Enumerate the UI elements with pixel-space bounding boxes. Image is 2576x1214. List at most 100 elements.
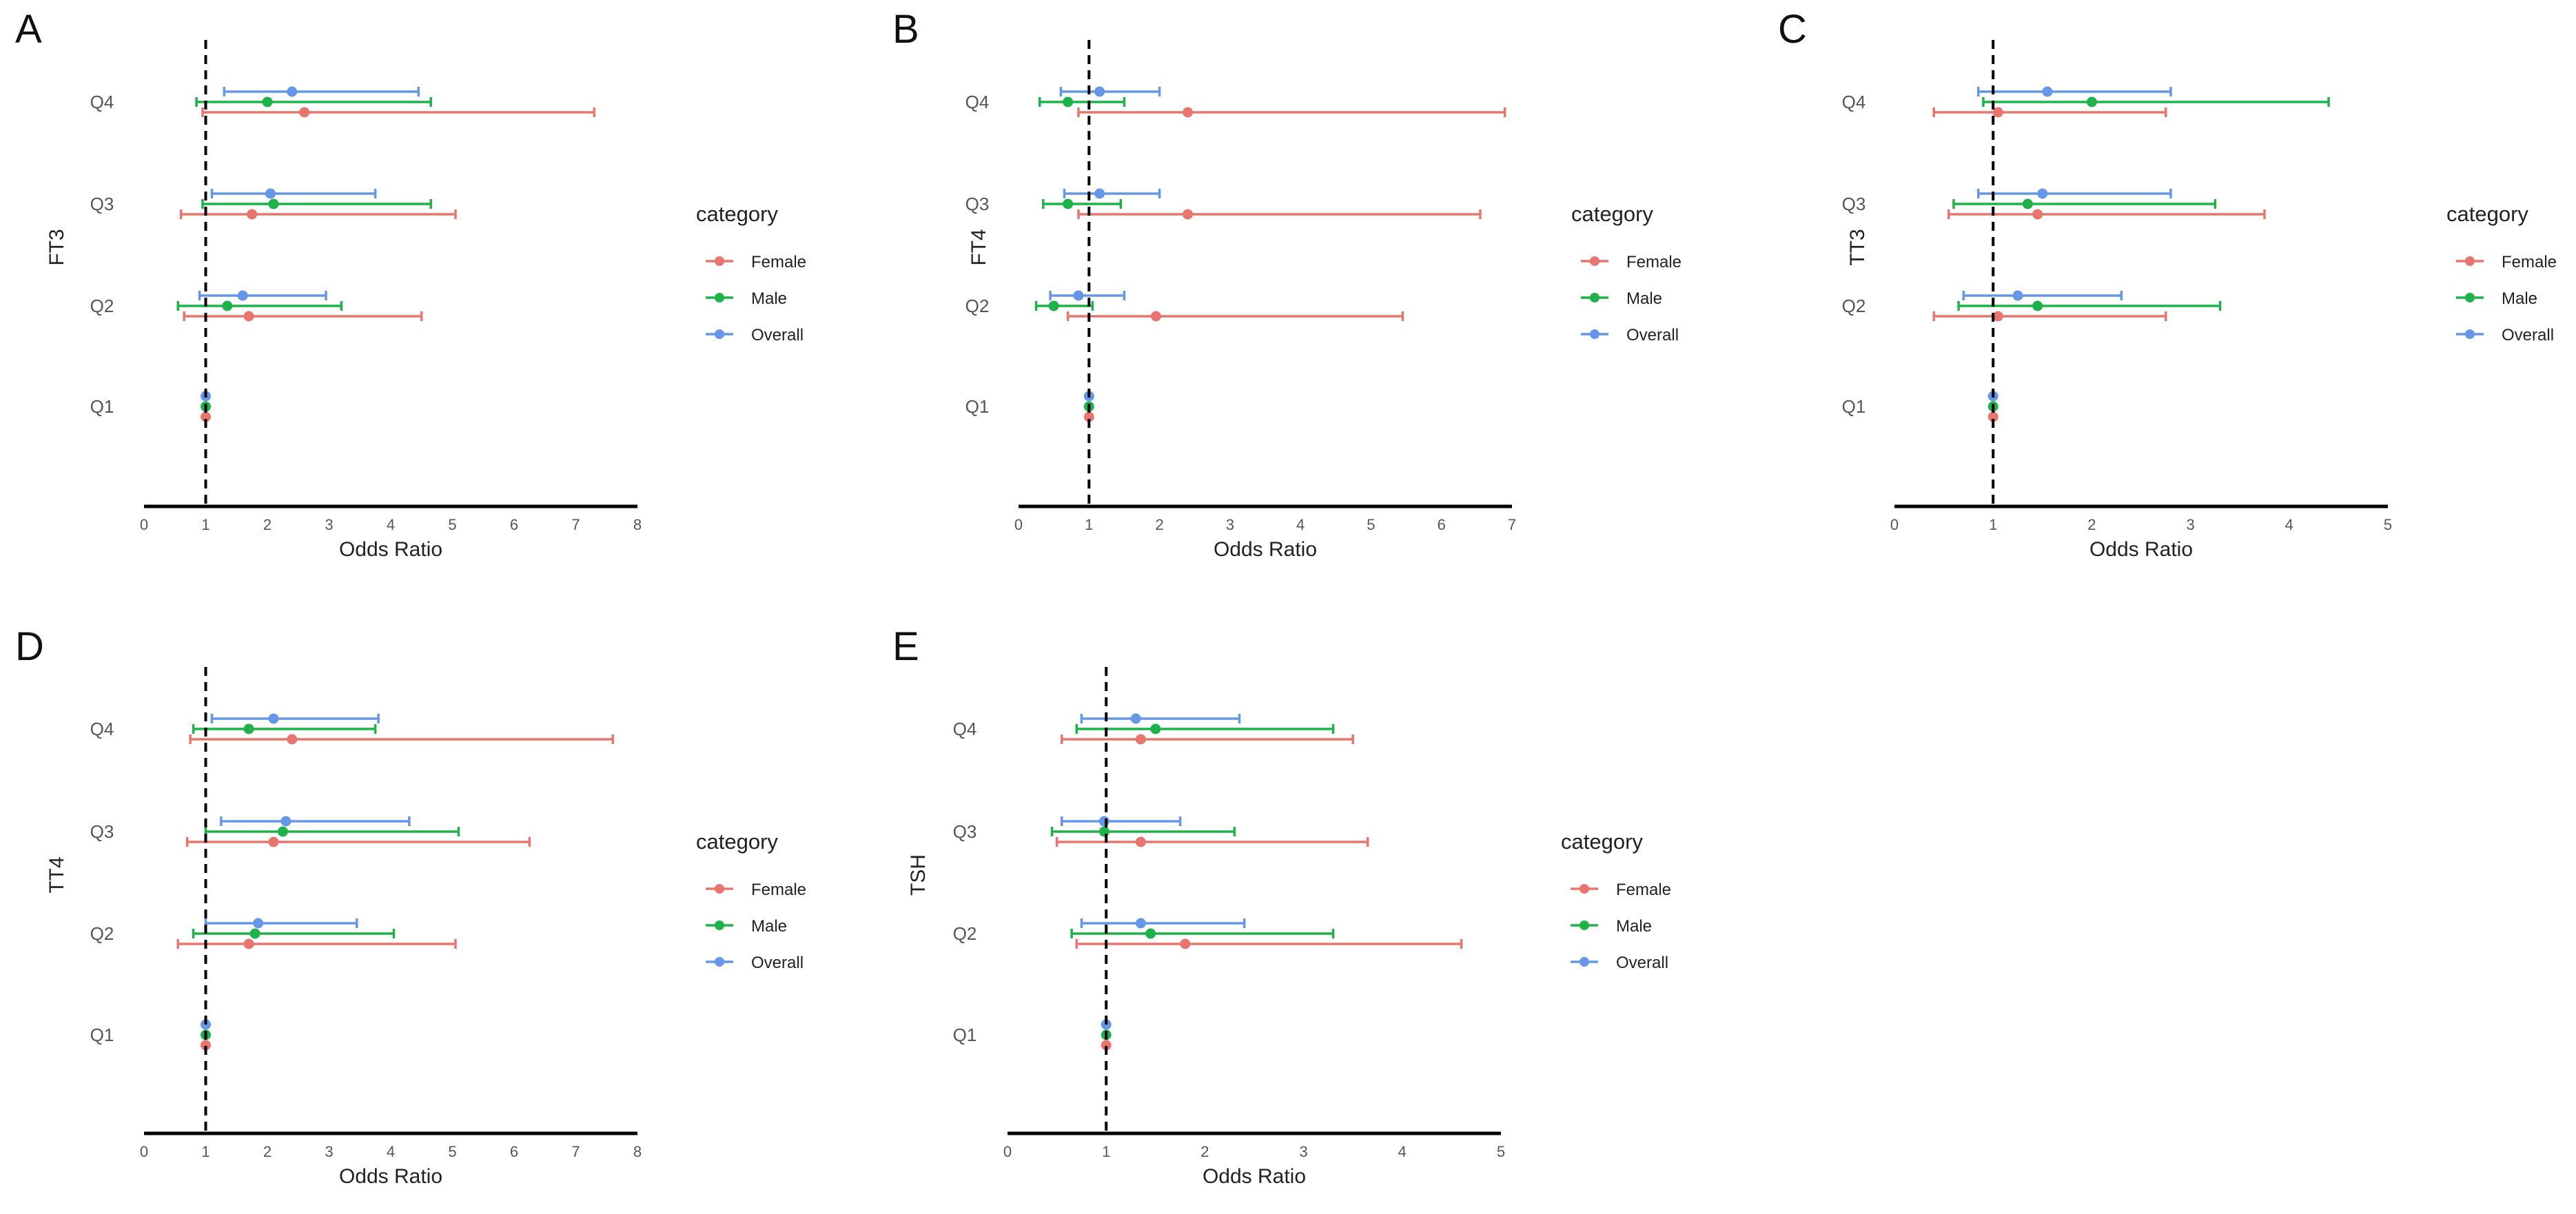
y-tick-label-q4: Q4 xyxy=(1842,92,1866,112)
point-overall-q4 xyxy=(287,86,298,97)
legend-title: category xyxy=(696,830,778,854)
y-tick-label-q3: Q3 xyxy=(1842,194,1866,214)
x-tick-label: 4 xyxy=(2285,516,2293,533)
legend-title: category xyxy=(1571,202,1653,226)
legend-key-female xyxy=(715,256,724,266)
point-female-q3 xyxy=(247,209,258,220)
point-overall-q2 xyxy=(237,290,248,301)
panel-label: A xyxy=(15,7,42,52)
point-male-q2 xyxy=(1145,928,1156,939)
y-tick-label-q2: Q2 xyxy=(1842,296,1866,316)
point-female-q2 xyxy=(1150,311,1161,322)
legend-key-female xyxy=(1580,884,1589,894)
point-overall-q3 xyxy=(280,816,292,827)
panel-label: B xyxy=(892,7,919,52)
point-female-q1 xyxy=(1083,411,1094,422)
legend: category Female Male Overall xyxy=(1571,202,1681,344)
point-male-q3 xyxy=(1098,826,1110,837)
x-tick-label: 7 xyxy=(571,516,580,533)
point-male-q3 xyxy=(268,198,279,209)
legend-label-overall: Overall xyxy=(751,326,804,344)
x-tick-label: 4 xyxy=(387,1143,395,1160)
point-male-q3 xyxy=(2022,198,2033,209)
y-tick-label-q2: Q2 xyxy=(90,923,114,944)
x-axis-title: Odds Ratio xyxy=(2089,538,2193,561)
x-tick-label: 4 xyxy=(1398,1143,1407,1160)
legend: category Female Male Overall xyxy=(696,202,806,344)
point-female-q2 xyxy=(243,938,254,949)
x-tick-label: 8 xyxy=(633,516,642,533)
y-tick-label-q3: Q3 xyxy=(953,821,977,842)
legend-label-male: Male xyxy=(751,289,787,308)
x-tick-label: 4 xyxy=(387,516,395,533)
x-tick-label: 4 xyxy=(1296,516,1305,533)
point-male-q2 xyxy=(2032,300,2043,311)
x-tick-label: 5 xyxy=(448,516,456,533)
legend-label-overall: Overall xyxy=(751,954,804,972)
point-male-q4 xyxy=(243,723,254,734)
x-axis-title: Odds Ratio xyxy=(339,1165,442,1188)
legend-key-male xyxy=(715,293,724,302)
legend-label-overall: Overall xyxy=(2502,326,2554,344)
x-tick-label: 6 xyxy=(1438,516,1446,533)
y-axis-title: FT3 xyxy=(45,229,68,265)
y-tick-label-q1: Q1 xyxy=(965,396,990,417)
point-female-q4 xyxy=(1182,107,1193,118)
y-axis-title: FT4 xyxy=(968,229,990,265)
x-tick-label: 1 xyxy=(1085,516,1093,533)
y-tick-label-q2: Q2 xyxy=(90,296,114,316)
point-male-q2 xyxy=(249,928,260,939)
x-tick-label: 1 xyxy=(201,516,209,533)
y-tick-label-q1: Q1 xyxy=(90,1025,114,1045)
point-male-q3 xyxy=(1063,198,1074,209)
legend-label-male: Male xyxy=(1616,917,1652,936)
legend-label-female: Female xyxy=(2502,253,2557,271)
point-female-q3 xyxy=(268,836,279,847)
legend-key-female xyxy=(715,884,724,894)
x-tick-label: 5 xyxy=(1367,516,1375,533)
point-female-q4 xyxy=(299,107,310,118)
legend: category Female Male Overall xyxy=(1561,830,1671,972)
panel-c: C 0 1 2 3 4 5 Odds Ratio TT3 Q1 Q2 Q3 Q4 category Fema… xyxy=(1778,7,2557,561)
legend-label-female: Female xyxy=(751,253,806,271)
x-tick-label: 5 xyxy=(1497,1143,1505,1160)
legend-key-female xyxy=(2465,256,2475,266)
legend-label-male: Male xyxy=(1626,289,1662,308)
legend-key-male xyxy=(1580,920,1589,930)
y-tick-label-q3: Q3 xyxy=(90,821,114,842)
panel-label: E xyxy=(892,624,919,669)
legend-label-overall: Overall xyxy=(1626,326,1679,344)
legend-key-overall xyxy=(1580,957,1589,967)
panel-label: C xyxy=(1778,7,1807,52)
x-tick-label: 2 xyxy=(1155,516,1163,533)
x-tick-label: 3 xyxy=(1299,1143,1307,1160)
x-tick-label: 1 xyxy=(1989,516,1997,533)
point-male-q2 xyxy=(222,300,233,311)
x-tick-label: 3 xyxy=(2186,516,2194,533)
y-axis-title: TT3 xyxy=(1846,229,1869,265)
x-tick-label: 7 xyxy=(1508,516,1516,533)
point-overall-q4 xyxy=(1130,713,1141,724)
x-tick-label: 0 xyxy=(1890,516,1899,533)
panel-b: B 0 1 2 3 4 5 6 7 Odds Ratio FT4 Q1 Q2 Q3 Q4 category Fe… xyxy=(892,7,1681,561)
panel-e: E 0 1 2 3 4 5 Odds Ratio TSH Q1 Q2 Q3 Q4 category Fema… xyxy=(892,624,1671,1188)
point-overall-q3 xyxy=(2037,188,2048,199)
legend: category Female Male Overall xyxy=(2446,202,2557,344)
point-female-q4 xyxy=(1992,107,2003,118)
y-tick-label-q1: Q1 xyxy=(90,396,114,417)
x-tick-label: 2 xyxy=(2087,516,2096,533)
point-overall-q3 xyxy=(1098,816,1110,827)
point-overall-q4 xyxy=(268,713,279,724)
point-female-q1 xyxy=(1101,1040,1112,1051)
x-tick-label: 5 xyxy=(448,1143,456,1160)
panel-label: D xyxy=(15,624,44,669)
legend-title: category xyxy=(2446,202,2528,226)
x-axis-title: Odds Ratio xyxy=(1214,538,1317,561)
y-tick-label-q1: Q1 xyxy=(953,1025,977,1045)
x-tick-label: 3 xyxy=(325,1143,333,1160)
legend-label-female: Female xyxy=(1616,881,1671,899)
panel-d: D 0 1 2 3 4 5 6 7 8 Odds Ratio TT4 Q1 Q2 Q3 Q4 category F… xyxy=(15,624,806,1188)
x-tick-label: 7 xyxy=(571,1143,580,1160)
x-tick-label: 1 xyxy=(201,1143,209,1160)
point-male-q4 xyxy=(262,96,273,107)
